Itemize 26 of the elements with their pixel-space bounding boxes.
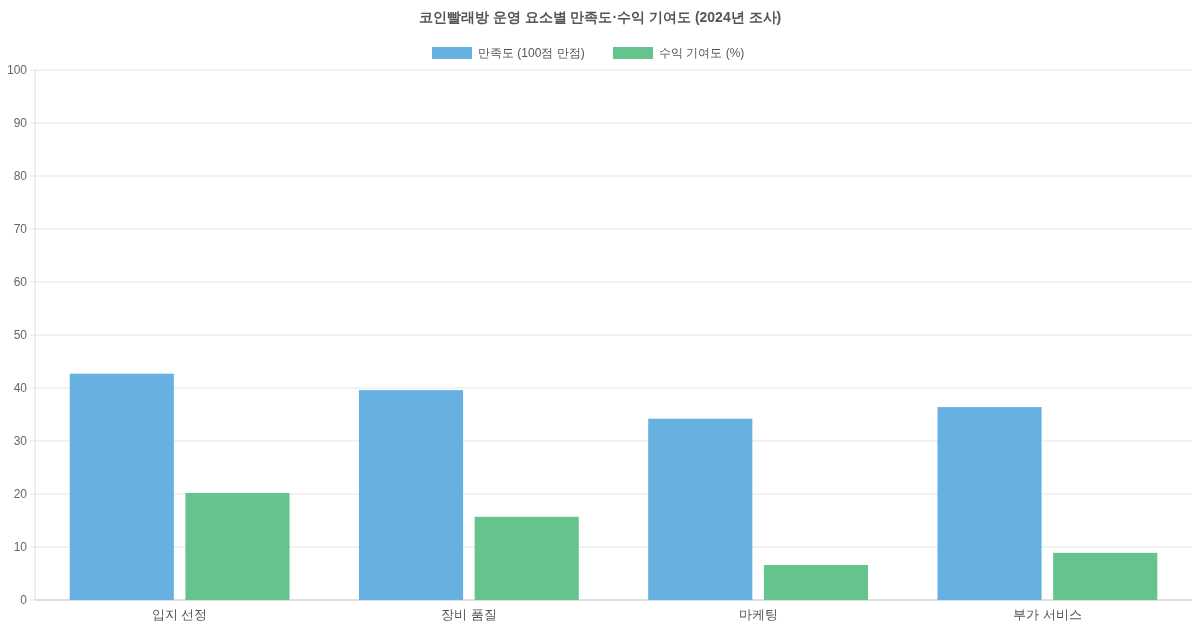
bar [937, 407, 1042, 600]
bar [1053, 552, 1158, 600]
y-tick-label: 0 [20, 593, 28, 608]
legend-label: 수익 기여도 (%) [659, 46, 745, 61]
bar [474, 516, 579, 600]
x-tick-label: 장비 품질 [441, 607, 497, 622]
x-tick-label: 부가 서비스 [1013, 607, 1082, 622]
y-tick-label: 60 [13, 275, 28, 290]
y-tick-label: 30 [13, 434, 28, 449]
bar [185, 492, 290, 600]
x-tick-label: 입지 선정 [151, 607, 208, 622]
y-tick-label: 90 [13, 116, 28, 131]
bar [358, 390, 464, 600]
y-tick-label: 80 [13, 169, 28, 184]
y-tick-label: 70 [13, 222, 28, 237]
y-tick-label: 50 [13, 328, 28, 343]
y-tick-label: 20 [13, 487, 28, 502]
chart-title: 코인빨래방 운영 요소별 만족도·수익 기여도 (2024년 조사) [418, 9, 782, 25]
y-tick-label: 10 [13, 540, 28, 555]
legend-label: 만족도 (100점 만점) [478, 46, 585, 61]
bar [69, 373, 174, 600]
x-tick-label: 마케팅 [738, 607, 778, 622]
y-tick-label: 40 [13, 381, 28, 396]
bar [763, 565, 869, 600]
bar [648, 418, 753, 600]
y-tick-label: 100 [6, 63, 28, 78]
